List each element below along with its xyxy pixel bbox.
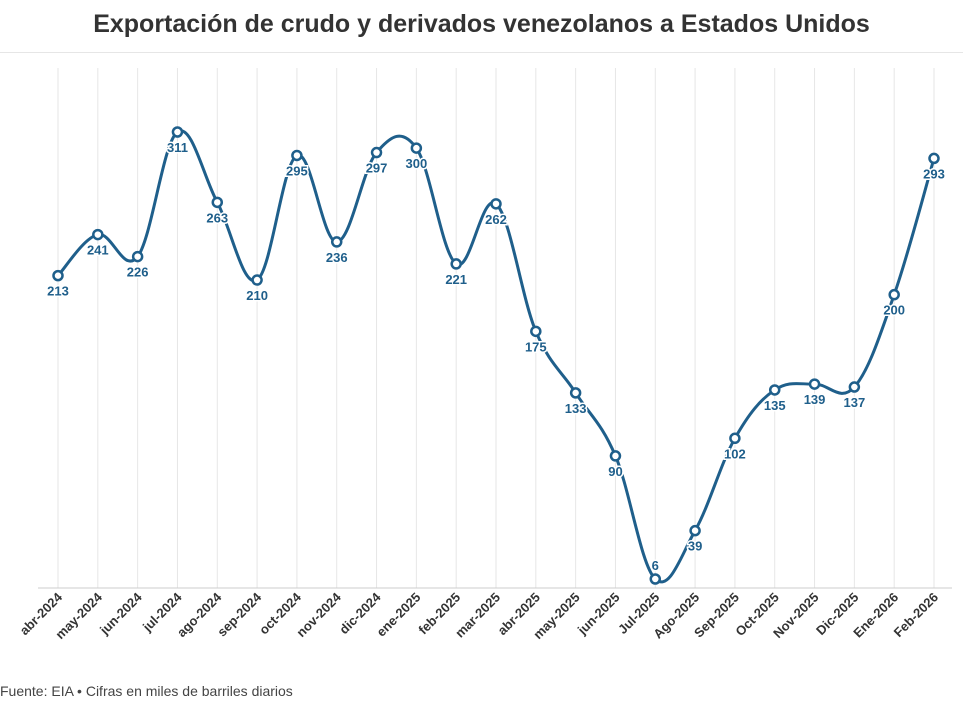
data-point [251, 274, 263, 286]
data-label: 39 [688, 539, 702, 554]
data-point [689, 524, 701, 537]
data-label: 293 [923, 166, 945, 181]
data-label: 241 [87, 243, 109, 258]
data-point [490, 198, 502, 210]
data-point [848, 381, 861, 393]
data-label: 236 [326, 250, 348, 265]
data-label: 175 [525, 339, 547, 354]
data-point [370, 146, 383, 159]
data-label: 300 [406, 156, 428, 171]
x-tick-label: jun-2024 [96, 589, 145, 638]
data-label: 137 [844, 395, 866, 410]
data-label: 200 [883, 303, 905, 318]
data-label: 102 [724, 446, 746, 461]
data-point [609, 450, 622, 462]
source-footer: Fuente: EIA • Cifras en miles de barrile… [0, 683, 293, 699]
data-point [768, 384, 781, 396]
data-label: 210 [246, 288, 268, 303]
data-label: 297 [366, 161, 388, 176]
x-tick-label: jun-2025 [574, 590, 623, 639]
data-label: 311 [167, 140, 188, 155]
data-label: 135 [764, 398, 786, 413]
x-tick-label: sep-2024 [214, 589, 265, 640]
data-label: 213 [47, 284, 69, 299]
data-label: 139 [804, 392, 826, 407]
data-point [171, 126, 184, 138]
data-point [211, 196, 224, 209]
data-label: 133 [565, 401, 587, 416]
data-label: 221 [445, 272, 467, 287]
line-chart: 213 241 226 311 263 210 295 236 297 300 221 262 175 1… [17, 68, 952, 642]
chart-title: Exportación de crudo y derivados venezol… [93, 10, 870, 38]
data-point [131, 250, 144, 263]
data-point [330, 236, 343, 248]
data-label: 90 [608, 464, 622, 479]
data-label: 226 [127, 265, 149, 280]
data-point [569, 387, 582, 399]
data-point [530, 325, 542, 338]
title-divider [0, 52, 963, 53]
x-tick-label: nov-2024 [293, 589, 344, 640]
data-point [888, 288, 900, 301]
data-point [410, 142, 423, 154]
data-point [291, 149, 303, 162]
data-label: 262 [485, 212, 507, 227]
data-point [729, 432, 741, 445]
data-point [808, 378, 821, 390]
x-tick-label: ene-2025 [374, 590, 424, 640]
data-point [450, 258, 462, 270]
data-label: 295 [286, 163, 308, 178]
data-point [928, 152, 940, 165]
data-point [649, 573, 662, 585]
data-point [52, 269, 64, 282]
data-point [92, 228, 104, 241]
data-label: 263 [206, 210, 228, 225]
data-label: 6 [652, 558, 659, 573]
